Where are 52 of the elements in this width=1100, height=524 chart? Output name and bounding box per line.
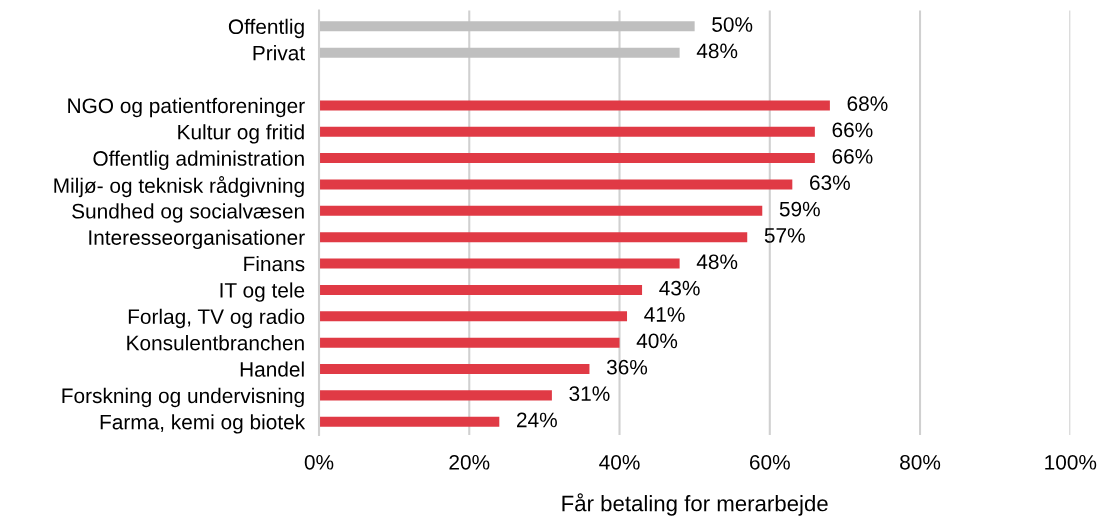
- bar: [319, 179, 793, 190]
- data-label: 40%: [636, 333, 678, 349]
- x-tick-label: 40%: [599, 454, 640, 470]
- y-tick-label: Handel: [240, 361, 304, 377]
- y-tick-label: Sundhed og socialvæsen: [72, 203, 304, 223]
- y-tick-label: Farma, kemi og biotek: [100, 414, 306, 434]
- x-tick-label: 0%: [304, 454, 334, 470]
- x-tick-label: 20%: [449, 454, 490, 470]
- y-tick-label: Interesseorganisationer: [89, 229, 305, 250]
- y-tick-label: IT og tele: [220, 282, 305, 302]
- bar: [319, 153, 815, 164]
- bar: [319, 364, 590, 375]
- data-label: 59%: [779, 201, 820, 217]
- x-tick-label: 100%: [1045, 454, 1097, 470]
- y-tick-label: Konsulentbranchen: [127, 335, 304, 351]
- y-tick-label: Forlag, TV og radio: [128, 308, 305, 329]
- bar: [319, 21, 695, 32]
- y-tick-label: Forskning og undervisning: [62, 387, 304, 408]
- y-tick-label: Offentlig: [228, 18, 304, 39]
- data-label: 66%: [832, 122, 873, 138]
- y-tick-label: Kultur og fritid: [178, 124, 304, 144]
- y-tick-label: Miljø- og teknisk rådgivning: [54, 176, 304, 198]
- data-label: 31%: [569, 386, 610, 401]
- bar: [319, 416, 500, 427]
- x-axis-title: Får betaling for merarbejde: [562, 493, 828, 516]
- bar: [319, 205, 763, 216]
- data-label: 41%: [644, 307, 685, 322]
- data-label: 43%: [659, 280, 700, 296]
- bar: [319, 47, 680, 58]
- bar: [319, 284, 643, 295]
- data-label: 48%: [696, 254, 738, 270]
- data-label: 36%: [606, 359, 648, 375]
- bar: [319, 126, 815, 137]
- data-label: 63%: [810, 175, 850, 191]
- data-label: 48%: [696, 43, 738, 59]
- y-tick-label: Finans: [244, 256, 305, 272]
- bar: [319, 337, 620, 348]
- x-tick-label: 60%: [749, 454, 790, 470]
- bar: [319, 390, 552, 401]
- bar: [319, 232, 748, 243]
- data-label: 24%: [517, 412, 557, 428]
- y-tick-label: Privat: [253, 45, 305, 61]
- y-tick-label: NGO og patientforeninger: [68, 97, 305, 118]
- bar: [319, 311, 628, 322]
- bar: [319, 100, 830, 111]
- data-label: 50%: [712, 17, 753, 32]
- data-label: 66%: [832, 148, 873, 164]
- y-tick-label: Offentlig administration: [93, 150, 304, 170]
- x-tick-label: 80%: [900, 454, 941, 470]
- data-label: 68%: [847, 96, 888, 111]
- data-label: 57%: [764, 228, 805, 243]
- bar: [319, 258, 680, 269]
